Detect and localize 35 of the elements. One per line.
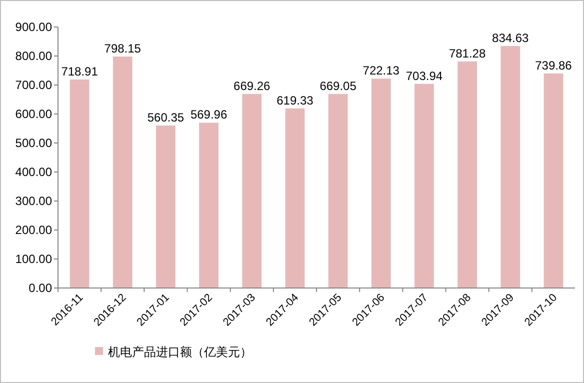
bar — [70, 80, 90, 288]
data-label: 798.15 — [104, 42, 142, 56]
bar — [371, 78, 391, 288]
data-label: 569.96 — [190, 108, 228, 122]
data-label: 703.94 — [406, 68, 443, 83]
bar — [500, 46, 520, 288]
bar — [544, 73, 564, 288]
bar — [285, 108, 305, 288]
y-tick-label: 300.00 — [15, 194, 52, 208]
y-tick-label: 500.00 — [15, 136, 52, 150]
bar — [328, 94, 348, 288]
data-label: 739.86 — [535, 58, 572, 72]
bar — [199, 122, 218, 288]
data-label: 669.26 — [234, 78, 271, 93]
bar — [242, 94, 262, 288]
data-label: 669.05 — [320, 78, 357, 93]
data-label: 834.63 — [492, 30, 530, 45]
y-tick-label: 0.00 — [28, 281, 52, 295]
y-tick-label: 600.00 — [15, 107, 52, 121]
y-tick-label: 900.00 — [15, 20, 52, 34]
y-tick-label: 400.00 — [15, 165, 52, 179]
data-label: 722.13 — [362, 64, 400, 78]
bar — [458, 61, 477, 288]
data-label: 718.91 — [61, 64, 98, 79]
bar — [414, 84, 434, 288]
legend-label: 机电产品进口额（亿美元） — [108, 345, 252, 359]
data-label: 781.28 — [448, 46, 486, 60]
data-label: 560.35 — [147, 110, 184, 124]
y-tick-label: 200.00 — [15, 223, 52, 237]
bar — [112, 56, 132, 288]
y-tick-label: 800.00 — [15, 49, 52, 63]
data-label: 619.33 — [276, 93, 314, 108]
y-tick-label: 700.00 — [15, 78, 52, 92]
bar — [156, 126, 176, 288]
y-tick-label: 100.00 — [15, 252, 52, 266]
